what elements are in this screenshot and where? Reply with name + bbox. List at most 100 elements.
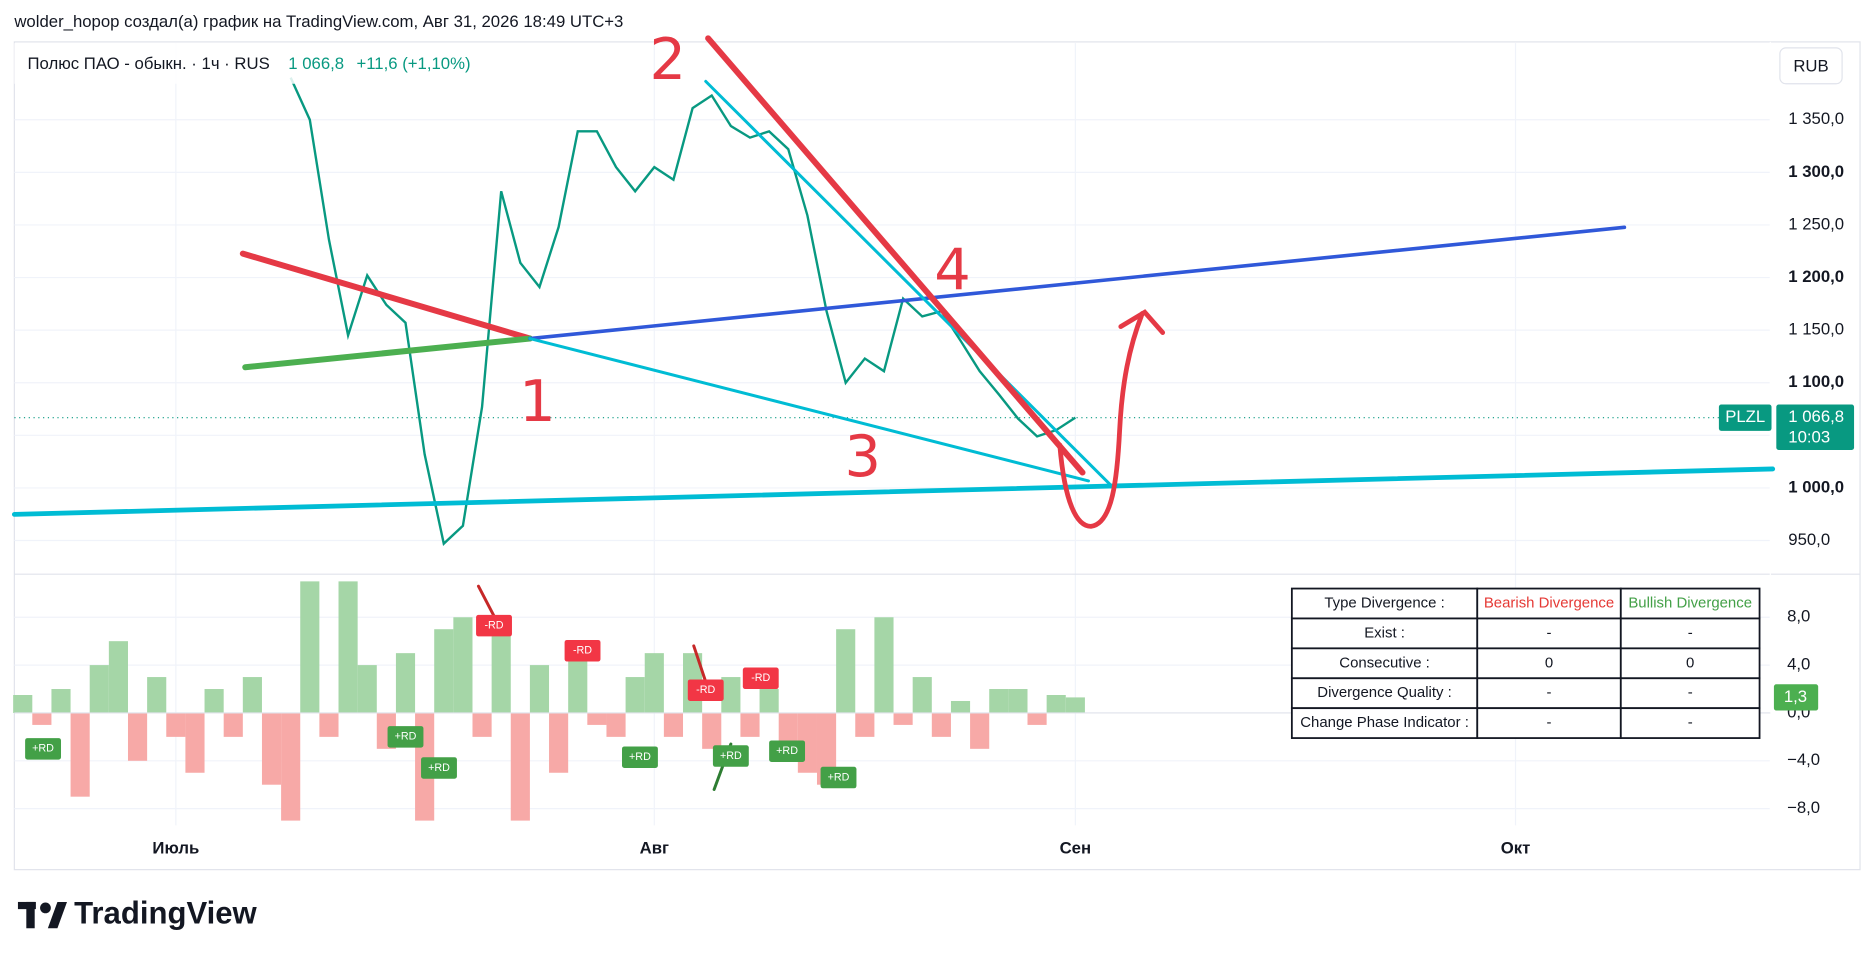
x-tick-label: Сен [1060, 839, 1092, 858]
table-cell [1476, 647, 1622, 680]
histogram-bar [166, 712, 186, 737]
table-cell [1290, 677, 1479, 710]
histogram-bar [204, 689, 224, 713]
annotation: 4 [934, 237, 971, 304]
histogram-bar [644, 653, 664, 713]
histogram-bar [663, 712, 684, 737]
histogram-bar [261, 712, 282, 785]
ticker: PLZL [1725, 407, 1765, 426]
countdown: 10:03 [1788, 427, 1830, 446]
rd-label: -RD [696, 684, 715, 696]
histogram-bar [702, 712, 722, 749]
y-tick-label: 1 000,0 [1788, 477, 1844, 496]
histogram-bar [147, 677, 167, 713]
histogram-bar [319, 712, 339, 737]
histogram-bar [587, 712, 607, 725]
rd-label: +RD [776, 745, 798, 757]
table-text: - [1688, 684, 1693, 701]
table-cell [1290, 647, 1479, 680]
table-cell [1619, 587, 1761, 620]
histogram-bar [108, 641, 128, 713]
histogram-bar [893, 712, 913, 725]
histogram-bar [89, 665, 109, 713]
logo-mark [40, 902, 51, 914]
x-tick-label: Авг [640, 839, 669, 858]
histogram-bar [529, 665, 550, 713]
rd-badge [687, 679, 724, 701]
table-header: Type Divergence : [1324, 594, 1444, 611]
table-text: Exist : [1364, 624, 1405, 641]
currency-button[interactable] [1779, 47, 1843, 85]
rd-label: -RD [751, 672, 770, 684]
divergence-line [476, 584, 496, 618]
table-text: - [1547, 684, 1552, 701]
histogram-bar [625, 677, 645, 713]
histogram-bar [32, 712, 52, 725]
rd-label: +RD [629, 751, 651, 763]
table-text: 0 [1686, 654, 1694, 671]
y-tick-label: −4,0 [1787, 750, 1820, 769]
histogram-bar [1008, 689, 1028, 713]
histogram-bar [989, 689, 1009, 713]
histogram-bar [740, 712, 760, 737]
table-text: - [1547, 624, 1552, 641]
histogram-bar [357, 665, 377, 713]
histogram-bar [1027, 712, 1047, 725]
histogram-bar [185, 712, 205, 773]
legend-change: +11,6 (+1,10%) [356, 54, 470, 73]
rd-badge [820, 766, 857, 789]
histogram-bar [606, 712, 626, 737]
rd-badge [564, 639, 601, 662]
histogram-bar [281, 712, 301, 821]
histogram-bar [13, 695, 33, 713]
y-tick-label: 1 150,0 [1788, 320, 1844, 339]
y-tick-label: 950,0 [1788, 530, 1830, 549]
histogram-bar [836, 629, 856, 713]
arrow-head [1118, 309, 1166, 335]
y-tick-label: −8,0 [1787, 798, 1820, 817]
table-text: Change Phase Indicator : [1300, 714, 1469, 731]
x-tick-label: Окт [1501, 839, 1531, 858]
trendline [239, 250, 533, 342]
y-tick-label: 1 350,0 [1788, 109, 1844, 128]
table-text: Consecutive : [1339, 654, 1430, 671]
rd-badge [25, 738, 62, 760]
arrow [1057, 311, 1145, 529]
annotation: 1 [519, 368, 556, 435]
price-tag [1776, 404, 1855, 450]
histogram-bar [759, 689, 779, 713]
rd-label: +RD [720, 750, 742, 762]
ticker-tag [1718, 404, 1772, 431]
y-tick-label: 1 100,0 [1788, 372, 1844, 391]
y-tick-label: 1 250,0 [1788, 214, 1844, 233]
table-cell [1476, 587, 1622, 620]
logo-mark [26, 901, 35, 929]
histogram-bar [300, 581, 320, 713]
y-tick-label: 1 300,0 [1788, 162, 1844, 181]
currency[interactable]: RUB [1793, 56, 1828, 75]
rd-badge [476, 614, 512, 637]
table-cell [1619, 677, 1761, 710]
logo-mark [47, 901, 67, 929]
histogram-bar [453, 617, 473, 713]
histogram-bar [816, 712, 837, 785]
histogram-bar [434, 629, 454, 713]
rd-badge [421, 757, 457, 779]
rd-badge [387, 726, 424, 748]
price-label: 1 066,8 [1788, 407, 1844, 426]
table-cell [1476, 677, 1622, 710]
histogram-bar [931, 712, 951, 737]
rd-label: +RD [428, 762, 450, 774]
histogram-bar [338, 581, 358, 713]
histogram-bar [70, 712, 90, 797]
series [13, 77, 1771, 821]
histogram-bar [395, 653, 416, 713]
histogram-bar [874, 617, 894, 713]
histogram-bar [721, 677, 741, 713]
x-tick-label: Июль [152, 839, 199, 858]
histogram-bar [51, 689, 71, 713]
histogram-bar [1046, 695, 1066, 713]
histogram-bar [568, 653, 588, 713]
